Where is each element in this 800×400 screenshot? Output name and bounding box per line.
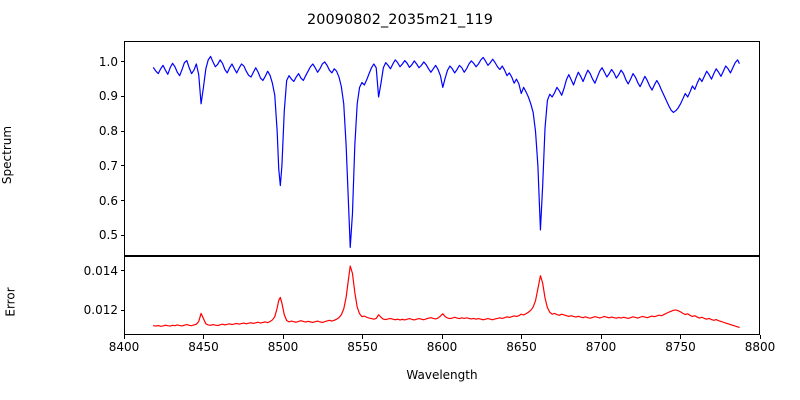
y-tick-label: 0.014: [83, 263, 118, 278]
spectrum-axis-title: Spectrum: [0, 125, 15, 185]
error-plot-area: [124, 256, 760, 335]
x-tick-mark: [680, 335, 682, 339]
y-tick-label: 0.5: [98, 228, 118, 243]
x-tick-label: 8750: [665, 340, 696, 354]
y-tick-label: 0.012: [83, 303, 118, 318]
x-tick-mark: [203, 335, 205, 339]
x-tick-mark: [362, 335, 364, 339]
error-line-chart: [152, 265, 740, 328]
spectrum-line-chart: [152, 55, 740, 249]
x-tick-label: 8550: [347, 340, 378, 354]
y-tick-label: 0.8: [98, 124, 118, 139]
y-tick-mark: [120, 130, 124, 132]
y-tick-mark: [120, 270, 124, 272]
x-tick-mark: [441, 335, 443, 339]
y-tick-label: 0.9: [98, 89, 118, 104]
x-tick-mark: [123, 335, 125, 339]
y-tick-mark: [120, 200, 124, 202]
y-tick-mark: [120, 165, 124, 167]
x-tick-mark: [282, 335, 284, 339]
y-tick-mark: [120, 95, 124, 98]
y-tick-label: 0.6: [98, 193, 118, 208]
y-tick-label: 1.0: [98, 54, 118, 69]
y-tick-mark: [120, 234, 124, 236]
x-tick-label: 8800: [744, 340, 776, 354]
x-tick-label: 8450: [188, 340, 219, 354]
figure-title: 20090802_2035m21_119: [306, 12, 494, 28]
y-tick-label: 0.7: [98, 158, 118, 173]
x-tick-mark: [521, 335, 523, 339]
x-axis-title: Wavelength: [406, 368, 478, 382]
x-tick-label: 8650: [506, 340, 537, 354]
x-tick-label: 8400: [108, 340, 140, 354]
y-tick-mark: [120, 61, 124, 63]
error-data-line: [152, 265, 740, 328]
error-axis-title: Error: [3, 287, 18, 317]
spectrum-plot-area: [124, 41, 760, 256]
spectrum-data-line: [152, 55, 740, 249]
x-tick-label: 8600: [426, 340, 458, 354]
x-tick-label: 8500: [267, 340, 299, 354]
x-tick-mark: [600, 335, 602, 339]
x-tick-mark: [759, 335, 761, 339]
x-tick-label: 8700: [585, 340, 617, 354]
y-tick-mark: [120, 309, 124, 311]
